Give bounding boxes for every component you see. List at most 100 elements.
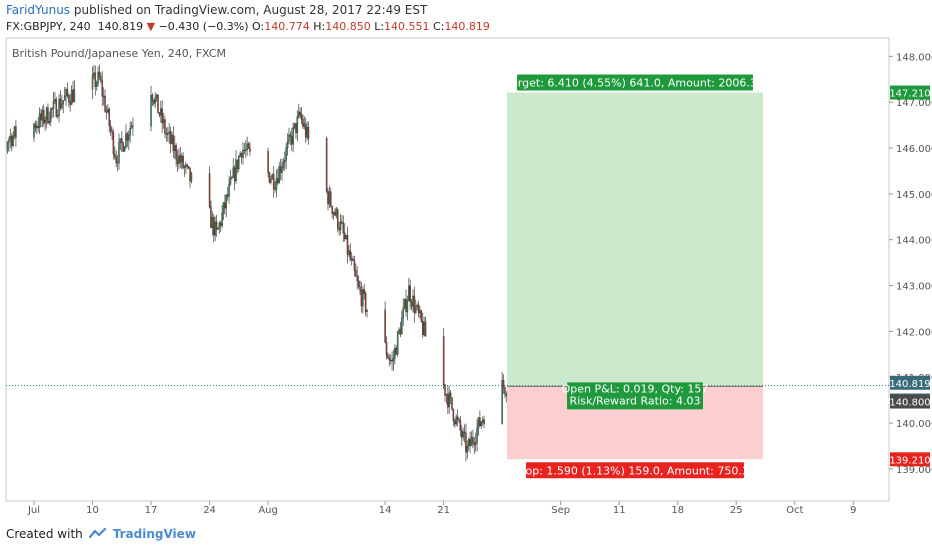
candle-body (363, 289, 365, 294)
x-tick-label: 9 (850, 505, 856, 516)
candle-body (247, 143, 250, 149)
candle-body (65, 89, 67, 97)
candle-body (229, 178, 232, 185)
price-change: −0.430 (−0.3%) (158, 20, 249, 33)
candle-body (360, 290, 363, 307)
candle-body (350, 258, 353, 260)
candle-body (302, 119, 304, 127)
candle-body (54, 99, 56, 102)
target-zone[interactable] (507, 92, 763, 387)
candle-body (275, 178, 278, 190)
candle-body (102, 95, 105, 98)
position-labels: Target: 6.410 (4.55%) 641.0, Amount: 200… (505, 74, 764, 479)
candle-body (98, 71, 101, 77)
y-axis[interactable]: 139.000140.000141.000142.000143.000144.0… (889, 52, 932, 476)
candle-body (452, 409, 455, 422)
candle-body (165, 133, 168, 135)
x-tick-label: 10 (86, 505, 99, 516)
candle-body (13, 126, 16, 136)
candle-body (49, 108, 52, 122)
candle-body (95, 82, 98, 87)
candle-body (277, 178, 279, 184)
x-axis[interactable]: Jul 10 17 24 Aug 14 21 Sep 11 18 25 Oct 9 (27, 501, 857, 516)
last-price-label-box (890, 375, 930, 390)
high-value: 140.850 (325, 20, 371, 33)
candle-body (327, 191, 329, 205)
candle-body (59, 98, 62, 109)
candle-body (212, 217, 215, 236)
candle-body (356, 276, 359, 282)
author-link[interactable]: FaridYunus (6, 3, 71, 17)
candle-body (167, 133, 169, 135)
candle-body (366, 309, 368, 312)
candle-body (123, 146, 126, 152)
candle-body (157, 94, 159, 114)
x-tick-label: Jul (27, 505, 40, 516)
candle-body (107, 108, 109, 112)
candle-body (187, 166, 190, 169)
candle-body (240, 153, 243, 158)
candle-body (164, 119, 166, 134)
candle-body (171, 134, 173, 144)
candle-body (111, 130, 113, 133)
candle-body (467, 439, 470, 447)
candle-body (55, 99, 58, 117)
x-tick-label: 11 (613, 505, 626, 516)
candle-body (296, 116, 299, 134)
candle-body (218, 222, 221, 229)
candle-body (70, 89, 73, 105)
candle-body (243, 149, 246, 152)
candle-body (51, 108, 53, 110)
candle-body (233, 167, 236, 182)
candle-body (449, 392, 452, 398)
candle-body (246, 143, 248, 150)
open-label: O: (252, 20, 265, 33)
candle-body (112, 132, 115, 155)
candle-body (291, 136, 293, 145)
candle-body (231, 177, 233, 179)
candle-body (183, 166, 186, 169)
candle-body (281, 167, 283, 173)
candle-body (395, 347, 398, 355)
candle-body (502, 379, 505, 388)
candle-body (33, 123, 35, 138)
candle-body (268, 172, 271, 183)
candle-body (394, 347, 396, 359)
created-with-text: Created with (6, 527, 83, 541)
candle-body (132, 125, 134, 127)
candle-body (300, 114, 303, 120)
close-label: C: (433, 20, 445, 33)
x-tick-label: Sep (551, 505, 570, 516)
candle-body (249, 148, 251, 152)
candle-body (63, 95, 66, 101)
candle-body (211, 217, 214, 228)
published-text: published on TradingView.com, August 28,… (73, 3, 428, 17)
candle-body (43, 109, 45, 124)
candle-body (215, 221, 218, 230)
candle-body (392, 357, 395, 362)
candle-body (445, 394, 448, 396)
candle-body (100, 76, 102, 82)
down-arrow-icon: ▼ (146, 20, 156, 33)
candle-body (93, 72, 95, 76)
position-zones[interactable] (6, 92, 889, 460)
candle-body (97, 71, 99, 84)
candle-body (479, 417, 481, 427)
candle-body (504, 387, 506, 395)
candle-body (44, 119, 46, 124)
candle-body (154, 97, 156, 104)
candle-body (129, 128, 131, 136)
candle-body (73, 88, 76, 103)
candle-body (235, 159, 237, 182)
candle-body (286, 141, 289, 149)
target-label-box (517, 74, 753, 91)
candle-body (399, 329, 402, 335)
candle-body (15, 126, 17, 138)
candle-body (288, 134, 290, 142)
tradingview-brand[interactable]: TradingView (112, 527, 196, 541)
candle-body (168, 131, 170, 134)
candle-body (461, 430, 463, 438)
candle-body (332, 212, 335, 214)
candle-body (238, 156, 240, 169)
